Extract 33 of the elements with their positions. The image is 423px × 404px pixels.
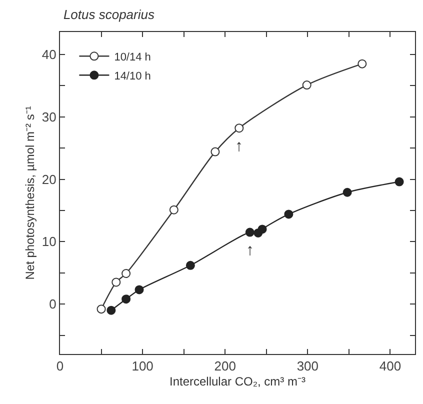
point	[284, 210, 294, 219]
annotation: ↑	[246, 242, 254, 259]
point	[342, 188, 352, 197]
x-tick-label: 200	[214, 358, 236, 374]
point	[169, 205, 178, 214]
point	[96, 304, 106, 314]
point	[302, 80, 312, 90]
point	[394, 177, 404, 186]
point	[134, 285, 144, 294]
y-tick-label: 10	[42, 234, 56, 250]
point	[234, 124, 244, 133]
point	[258, 224, 267, 234]
chart-title: Lotus scoparius	[63, 7, 155, 22]
y-tick-label: 30	[42, 109, 56, 124]
point	[122, 269, 131, 278]
y-tick-label: 20	[42, 172, 56, 187]
point	[122, 294, 131, 304]
y-axis-title: Net photosynthesis, µmol m⁻² s⁻¹	[23, 106, 38, 280]
point	[210, 147, 220, 156]
y-tick-label: 0	[49, 296, 56, 312]
x-axis-title: Intercellular CO₂, cm³ m⁻³	[169, 374, 306, 388]
point	[358, 59, 367, 68]
x-tick-label: 300	[296, 358, 319, 374]
point	[112, 278, 121, 287]
point	[245, 228, 254, 237]
x-tick-label: 400	[379, 358, 402, 374]
y-tick-label: 40	[42, 47, 56, 62]
point	[186, 260, 195, 270]
legend-label: 10/14 h	[114, 51, 151, 64]
point	[106, 306, 116, 315]
legend-label: 14/10 h	[114, 70, 151, 82]
annotation: ↑	[235, 138, 243, 155]
x-tick-label: 100	[132, 358, 154, 374]
